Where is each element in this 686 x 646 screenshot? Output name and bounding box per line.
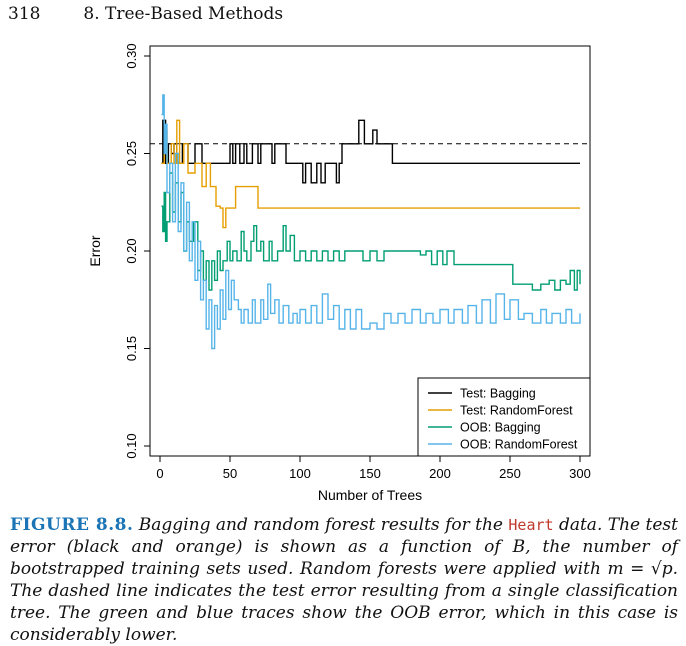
figure-label: FIGURE 8.8. [10, 515, 134, 535]
legend-label-2: Test: RandomForest [460, 404, 573, 418]
x-tick-label: 50 [223, 466, 237, 481]
legend-box [417, 377, 591, 457]
section-title: 8. Tree-Based Methods [83, 4, 284, 24]
legend-label-1: Test: Bagging [460, 387, 536, 401]
y-tick-label: 0.15 [124, 336, 139, 361]
page-header: 318 8. Tree-Based Methods [8, 4, 283, 24]
figure-caption: FIGURE 8.8. Bagging and random forest re… [10, 514, 678, 646]
x-tick-label: 300 [569, 466, 591, 481]
y-tick-label: 0.20 [124, 238, 139, 263]
series-line-4 [161, 94, 581, 350]
page-number: 318 [8, 4, 41, 24]
series-line-1 [161, 119, 580, 184]
x-tick-label: 100 [289, 466, 311, 481]
y-axis-label: Error [87, 235, 103, 266]
caption-text-1: Bagging and random forest results for th… [138, 515, 509, 535]
y-tick-label: 0.30 [124, 43, 139, 68]
series-line-3 [161, 172, 581, 291]
series-line-2 [161, 119, 580, 229]
x-tick-label: 0 [156, 466, 163, 481]
figure: 0 50 100 150 200 250 300 0.10 0.15 0.20 0.25 0.30 Nu… [80, 36, 620, 506]
y-tick-label: 0.10 [124, 433, 139, 458]
legend-label-4: OOB: RandomForest [460, 438, 578, 452]
x-tick-label: 150 [359, 466, 381, 481]
y-tick-label: 0.25 [124, 141, 139, 166]
x-tick-label: 250 [499, 466, 521, 481]
error-chart: 0 50 100 150 200 250 300 0.10 0.15 0.20 0.25 0.30 Nu… [87, 43, 591, 503]
dataset-name: Heart [508, 516, 554, 534]
x-tick-label: 200 [429, 466, 451, 481]
caption-text-2: data. The test error (black and orange) … [10, 515, 678, 645]
x-axis-label: Number of Trees [318, 487, 422, 503]
legend-label-3: OOB: Bagging [460, 421, 541, 435]
